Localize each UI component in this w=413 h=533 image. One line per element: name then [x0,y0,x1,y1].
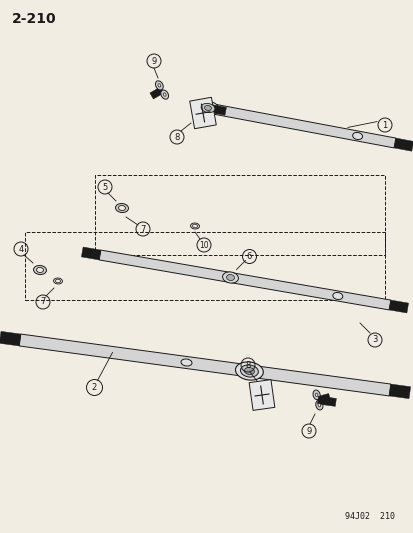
Ellipse shape [244,367,254,375]
Ellipse shape [180,359,192,366]
Text: 6: 6 [246,252,252,261]
Ellipse shape [352,132,362,140]
Ellipse shape [115,204,128,213]
Bar [95,175,384,255]
Text: 9: 9 [151,56,156,66]
Ellipse shape [33,265,46,274]
Text: 94J02  210: 94J02 210 [344,512,394,521]
Text: 9: 9 [306,426,311,435]
Polygon shape [393,138,413,151]
Polygon shape [150,87,164,99]
Ellipse shape [317,403,320,407]
Ellipse shape [36,268,43,272]
Polygon shape [249,379,274,410]
Polygon shape [19,334,390,396]
Polygon shape [189,98,216,128]
Ellipse shape [240,365,258,377]
Ellipse shape [235,362,263,380]
Text: 10: 10 [199,240,208,249]
Ellipse shape [201,103,214,112]
Ellipse shape [158,84,160,87]
Polygon shape [388,384,410,399]
Polygon shape [317,396,335,406]
Text: 8: 8 [174,133,179,141]
Text: 2-210: 2-210 [12,12,57,26]
Text: 8: 8 [245,360,250,369]
Ellipse shape [155,81,163,90]
Ellipse shape [315,400,322,410]
Ellipse shape [190,223,199,229]
Ellipse shape [160,90,168,99]
Ellipse shape [204,106,211,110]
Ellipse shape [315,393,317,397]
Ellipse shape [312,390,320,400]
Ellipse shape [222,272,238,283]
Ellipse shape [226,274,234,280]
Text: 7: 7 [40,297,45,306]
Bar [25,232,384,300]
Polygon shape [81,247,101,260]
Text: 5: 5 [102,182,107,191]
Polygon shape [99,250,390,310]
Ellipse shape [118,206,125,211]
Text: 4: 4 [18,245,24,254]
Text: 2: 2 [92,383,97,392]
Polygon shape [207,104,226,115]
Text: 3: 3 [371,335,377,344]
Text: 7: 7 [140,224,145,233]
Ellipse shape [332,293,342,300]
Ellipse shape [53,278,62,284]
Ellipse shape [55,279,60,283]
Polygon shape [316,393,330,403]
Text: 1: 1 [382,120,387,130]
Ellipse shape [192,224,197,228]
Ellipse shape [163,93,166,96]
Polygon shape [388,300,408,313]
Polygon shape [206,103,395,148]
Polygon shape [0,332,21,346]
Ellipse shape [197,101,218,115]
